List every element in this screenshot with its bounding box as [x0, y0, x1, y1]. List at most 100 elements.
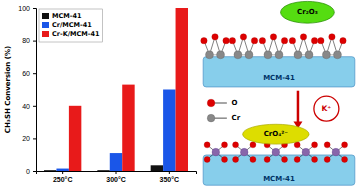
y-axis-line — [33, 9, 37, 172]
cr-atom — [245, 51, 253, 59]
y-tick: 40 — [22, 103, 36, 110]
slab — [203, 57, 355, 87]
annotation: MCM-41 — [263, 74, 295, 82]
o-atom — [233, 156, 239, 162]
y-tick: 0 — [26, 168, 36, 175]
annotation: Cr — [232, 114, 241, 122]
y-tick-label: 0 — [26, 168, 30, 175]
cr-atom — [205, 51, 213, 59]
legend-label: MCM-41 — [52, 12, 82, 20]
y-tick: 60 — [22, 70, 36, 77]
y-tick-label: 100 — [18, 5, 30, 12]
o-atom — [221, 142, 227, 148]
bar-series — [56, 90, 175, 172]
bar — [69, 106, 81, 171]
o-atom — [240, 34, 246, 40]
x-tick: 250°C — [53, 171, 73, 183]
legend-swatch — [42, 13, 49, 19]
o-atom — [282, 156, 288, 162]
slab — [203, 155, 355, 185]
o-atom — [312, 142, 318, 148]
bar — [163, 90, 175, 172]
o-atom — [250, 156, 256, 162]
o-atom — [294, 142, 300, 148]
cr-atom — [332, 148, 340, 156]
o-atom — [324, 156, 330, 162]
x-tick-label: 300°C — [106, 176, 126, 183]
bars — [44, 8, 188, 171]
o-atom — [251, 37, 257, 43]
o-atom — [312, 156, 318, 162]
o-atom — [270, 34, 276, 40]
o-atom — [250, 142, 256, 148]
legend-swatch — [42, 22, 49, 28]
y-axis-title: CH₃SH Conversion (%) — [4, 46, 12, 133]
y-tick-label: 40 — [22, 103, 30, 110]
cr-atom — [333, 51, 341, 59]
x-tick: 300°C — [106, 171, 126, 183]
y-tick-label: 60 — [22, 70, 30, 77]
legend-swatch — [42, 31, 49, 37]
cr-atom — [302, 148, 310, 156]
cr-atom — [294, 51, 302, 59]
o-atom — [324, 142, 330, 148]
legend: MCM-41Cr/MCM-41Cr-K/MCM-41 — [39, 9, 103, 42]
o-atom — [233, 142, 239, 148]
o-atom — [281, 37, 287, 43]
cro4-ellipse — [243, 124, 309, 144]
o-atom — [318, 37, 324, 43]
o-atom — [221, 156, 227, 162]
o-atom — [342, 156, 348, 162]
cr-atom — [212, 148, 220, 156]
y-tick: 80 — [22, 37, 36, 44]
x-tick-label: 250°C — [53, 176, 73, 183]
y-tick-mark — [33, 41, 36, 42]
x-axis: 250°C 300°C 350°C — [37, 171, 197, 183]
plot: 0 20 40 60 80 100 250°C 300°C 350°C MCM-41Cr/MCM-… — [18, 5, 196, 183]
legend-frame — [39, 9, 103, 42]
bar — [110, 153, 122, 171]
x-tick-mark — [169, 171, 170, 174]
chart: 020406080100250°C300°C350°CMCM-41Cr/MCM-… — [0, 0, 358, 189]
o-atom — [223, 37, 229, 43]
y-tick-label: 20 — [22, 135, 30, 142]
cr-atom — [217, 51, 225, 59]
cr2o3-ellipse — [281, 1, 335, 23]
annotation: O — [232, 99, 238, 107]
bar-series — [44, 165, 163, 171]
o-atom — [204, 142, 210, 148]
annotation: K⁺ — [322, 104, 332, 113]
cr-atom — [234, 51, 242, 59]
bar — [122, 85, 134, 171]
y-axis: 0 20 40 60 80 100 — [18, 5, 36, 175]
o-atom — [342, 142, 348, 148]
schematic: MCM-41Cr₂O₃OCrK⁺MCM-41CrO₄²⁻ — [201, 1, 355, 185]
cr-atom — [322, 51, 330, 59]
y-tick-mark — [33, 73, 36, 74]
x-tick-mark — [116, 171, 117, 174]
bar — [44, 170, 56, 171]
y-tick-mark — [33, 106, 36, 107]
cr-atom — [264, 51, 272, 59]
annotation: MCM-41 — [263, 175, 295, 183]
k-circle — [314, 96, 339, 121]
legend-label: Cr/MCM-41 — [52, 21, 92, 29]
legend-label: Cr-K/MCM-41 — [52, 30, 100, 38]
o-atom — [329, 34, 335, 40]
y-tick-mark — [33, 171, 36, 172]
x-tick-label: 350°C — [160, 176, 180, 183]
cr-atom — [240, 148, 248, 156]
x-tick-mark — [62, 171, 63, 174]
o-atom — [212, 34, 218, 40]
o-atom — [311, 37, 317, 43]
o-atom — [294, 156, 300, 162]
x-axis-line — [37, 172, 197, 175]
cr-atom — [272, 148, 280, 156]
bar — [151, 165, 163, 171]
y-tick-mark — [33, 8, 36, 9]
cr-atom — [207, 114, 215, 122]
o-atom — [300, 34, 306, 40]
o-atom — [204, 156, 210, 162]
o-atom — [229, 37, 235, 43]
bar — [97, 170, 109, 171]
